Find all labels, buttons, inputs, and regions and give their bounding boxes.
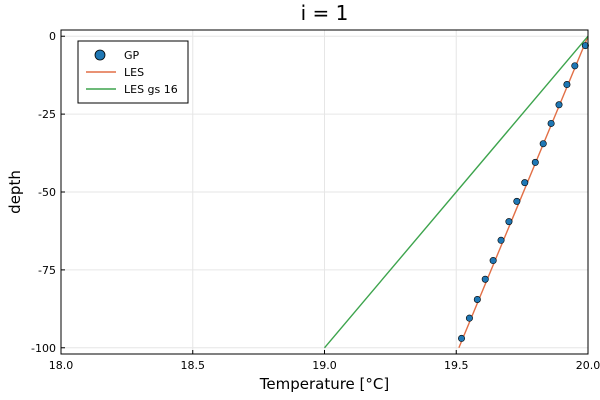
legend: GP LES LES gs 16 — [77, 40, 189, 104]
data-point-gp — [489, 257, 497, 265]
x-tick-label: 19.0 — [312, 359, 337, 372]
data-point-gp — [521, 179, 529, 187]
legend-label-les-gs-16: LES gs 16 — [124, 83, 178, 96]
x-tick-label: 18.5 — [181, 359, 206, 372]
y-tick-label: -75 — [38, 264, 56, 277]
data-point-gp — [497, 236, 505, 244]
series-line-les-gs-16 — [323, 35, 589, 349]
data-point-gp — [571, 62, 579, 70]
plot-series — [323, 35, 589, 349]
data-point-gp — [465, 314, 473, 322]
data-point-gp — [539, 140, 547, 148]
data-point-gp — [555, 101, 563, 109]
data-point-gp — [547, 119, 555, 127]
y-axis-label: depth — [6, 170, 24, 214]
data-point-gp — [505, 218, 513, 226]
legend-label-gp: GP — [124, 49, 140, 62]
data-point-gp — [473, 295, 481, 303]
x-axis-label: Temperature [°C] — [259, 375, 389, 393]
data-point-gp — [531, 158, 539, 166]
y-tick-label: 0 — [49, 30, 56, 43]
chart-title: i = 1 — [301, 1, 349, 25]
y-tick-label: -25 — [38, 108, 56, 121]
series-line-les — [458, 35, 589, 349]
legend-label-les: LES — [124, 66, 144, 79]
data-point-gp — [481, 275, 489, 283]
x-tick-label: 18.0 — [49, 359, 74, 372]
data-point-gp — [563, 81, 571, 89]
y-tick-label: -50 — [38, 186, 56, 199]
y-tick-label: -100 — [31, 342, 56, 355]
data-point-gp — [513, 197, 521, 205]
x-tick-label: 19.5 — [444, 359, 469, 372]
axis-ticks: 18.0 18.5 19.0 19.5 20.0 0 -25 -50 -75 -100 — [31, 30, 600, 372]
data-point-gp — [458, 334, 466, 342]
data-point-gp — [581, 42, 589, 50]
x-tick-label: 20.0 — [576, 359, 600, 372]
legend-swatch-gp — [94, 49, 106, 61]
